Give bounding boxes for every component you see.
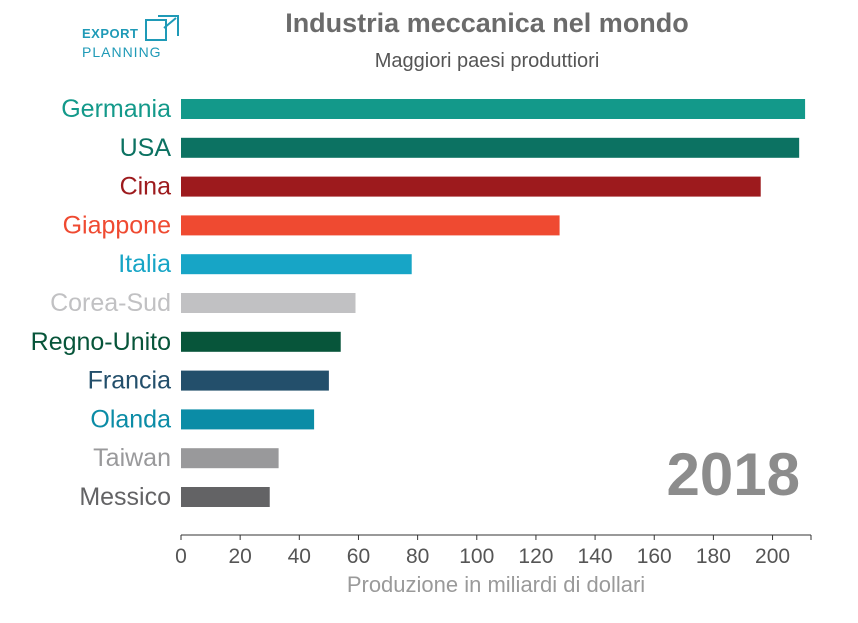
- x-tick-label: 180: [696, 545, 731, 568]
- bar-messico: [181, 487, 270, 507]
- category-label-corea-sud: Corea-Sud: [50, 289, 171, 317]
- x-tick-label: 40: [288, 545, 311, 568]
- x-tick-label: 20: [228, 545, 251, 568]
- chart-title: Industria meccanica nel mondo: [285, 8, 689, 38]
- category-label-taiwan: Taiwan: [93, 444, 171, 472]
- category-label-francia: Francia: [88, 367, 171, 395]
- bar-italia: [181, 254, 412, 275]
- bar-germania: [181, 99, 806, 119]
- bar-corea-sud: [181, 293, 356, 313]
- x-tick-label: 120: [518, 545, 553, 568]
- category-label-usa: USA: [120, 134, 172, 162]
- category-label-messico: Messico: [79, 483, 171, 511]
- exportplanning-logo: EXPORT PLANNING: [82, 14, 182, 64]
- bar-olanda: [181, 409, 315, 430]
- x-tick-label: 80: [406, 545, 429, 568]
- bar-francia: [181, 370, 329, 391]
- category-label-olanda: Olanda: [90, 405, 171, 433]
- x-tick-label: 0: [175, 545, 187, 568]
- x-tick-label: 140: [578, 545, 613, 568]
- year-annotation: 2018: [666, 441, 800, 508]
- x-tick-label: 100: [459, 545, 494, 568]
- bar-regno-unito: [181, 331, 341, 352]
- logo-text-planning: PLANNING: [82, 44, 162, 60]
- bar-giappone: [181, 215, 560, 236]
- category-label-germania: Germania: [61, 95, 171, 123]
- x-tick-label: 200: [755, 545, 790, 568]
- logo-text-export: EXPORT: [82, 26, 139, 41]
- category-label-regno-unito: Regno-Unito: [31, 328, 171, 356]
- bar-taiwan: [181, 448, 279, 469]
- logo-frame-icon: [145, 15, 179, 41]
- category-label-giappone: Giappone: [63, 211, 171, 239]
- category-label-cina: Cina: [120, 173, 172, 201]
- bar-cina: [181, 176, 761, 197]
- bar-usa: [181, 137, 800, 158]
- x-axis-label: Produzione in miliardi di dollari: [346, 572, 646, 597]
- x-tick-label: 60: [347, 545, 370, 568]
- chart-subtitle: Maggiori paesi produttiori: [374, 50, 600, 72]
- category-label-italia: Italia: [118, 250, 171, 278]
- x-tick-label: 160: [637, 545, 672, 568]
